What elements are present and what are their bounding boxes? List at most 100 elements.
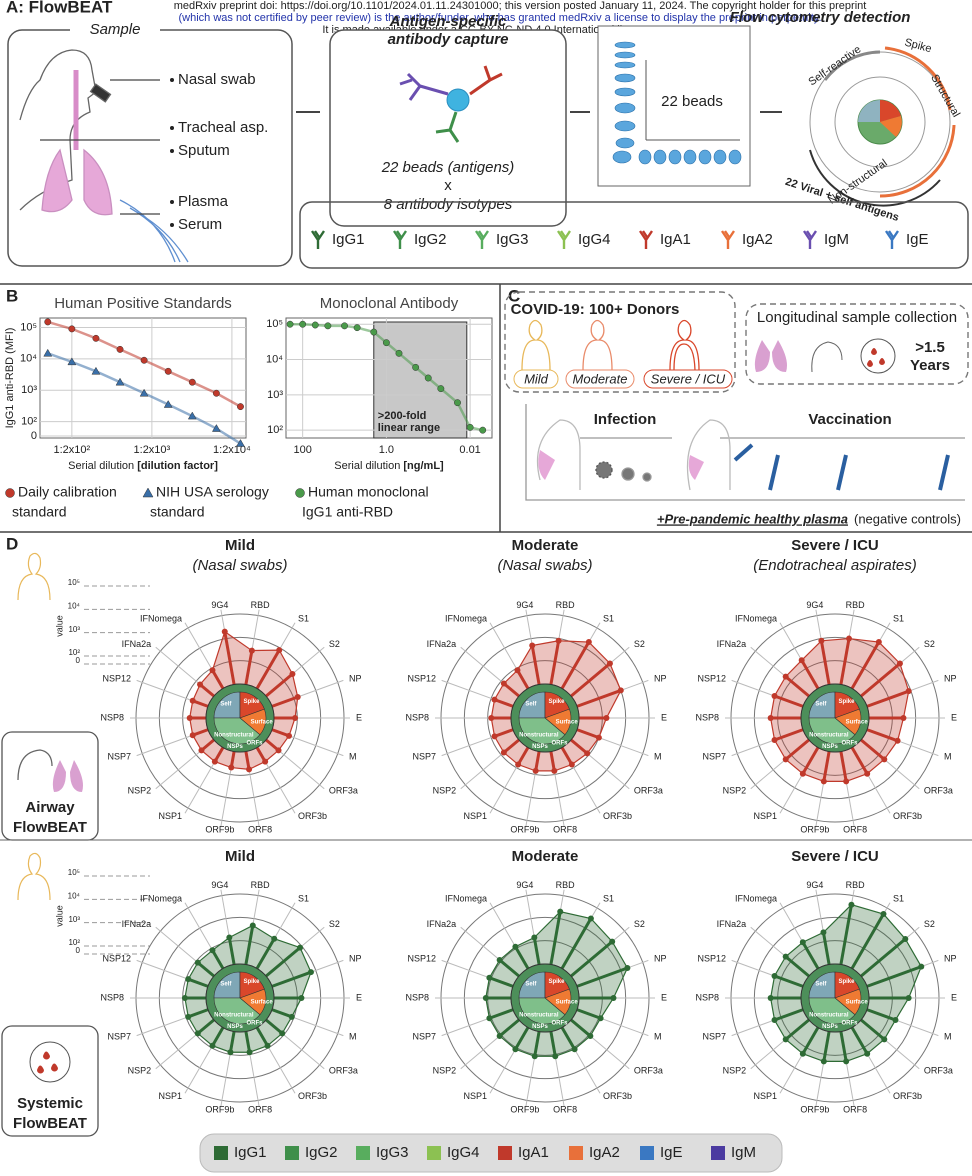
value-spoke <box>549 751 556 772</box>
pie-label: Nonstructural <box>809 732 849 738</box>
value-spoke <box>560 746 574 766</box>
data-point <box>324 322 332 330</box>
data-point <box>486 1015 493 1022</box>
x-tick-label: 1:2x10³ <box>134 444 171 456</box>
data-point <box>185 1013 192 1020</box>
antigen-label: S2 <box>329 639 340 649</box>
scale-tick-label: 10³ <box>68 915 80 924</box>
panel-label: D <box>6 534 18 553</box>
value-spoke <box>502 682 520 698</box>
data-point <box>587 915 594 922</box>
radar-title: Severe / ICU <box>791 537 879 554</box>
scale-tick-label: 10³ <box>68 625 80 634</box>
detection-title: Flow cytometry detection <box>730 9 911 26</box>
data-point <box>587 1033 594 1040</box>
pie-label: Self <box>815 981 827 987</box>
body-illustration <box>19 49 189 263</box>
severity: Moderate <box>573 371 628 386</box>
data-point <box>820 1058 827 1065</box>
antigen-label: NSP7 <box>107 1031 131 1041</box>
label-bg <box>70 20 160 40</box>
pie-label: NSPs <box>532 1024 548 1030</box>
pie-label: Nonstructural <box>214 1012 254 1018</box>
data-point <box>843 1058 850 1065</box>
antigen-label: ORF3a <box>634 786 663 796</box>
sample-item: Plasma <box>178 193 229 210</box>
antigen-label: NSP12 <box>102 953 131 963</box>
antigen-label: RBD <box>556 600 576 610</box>
pie-label: ORFs <box>551 741 568 747</box>
preprint-line: medRxiv preprint doi: https://doi.org/10… <box>174 0 867 12</box>
data-point <box>288 1013 295 1020</box>
value-spoke <box>821 932 831 965</box>
antigen-label: IFNomega <box>735 614 777 624</box>
donors-title: COVID-19: 100+ Donors <box>511 301 680 318</box>
data-point <box>782 673 789 680</box>
scale-tick-label: 10⁴ <box>68 601 81 610</box>
value-spoke <box>514 945 530 970</box>
data-point <box>767 995 774 1001</box>
value-spoke <box>244 650 254 685</box>
data-point <box>43 348 53 357</box>
systemic-box <box>1 1025 99 1137</box>
value-spoke <box>196 961 215 978</box>
pie-label: Spike <box>243 699 260 705</box>
data-point <box>275 747 282 754</box>
value-spoke <box>839 638 851 685</box>
data-point <box>163 400 173 408</box>
x-tick-label: 0.01 <box>459 444 480 456</box>
data-point <box>568 761 575 768</box>
years: Years <box>910 357 950 374</box>
sample-item: Serum <box>178 216 222 233</box>
antigen-label: NSP1 <box>753 1091 777 1101</box>
data-point <box>289 670 296 677</box>
value-spoke <box>516 669 530 690</box>
antigen-label: NSP2 <box>433 786 457 796</box>
bead-arrows <box>645 60 740 141</box>
antigen-label: NSP7 <box>412 751 436 761</box>
value-spoke <box>850 913 885 970</box>
arc-label: Spike <box>903 37 933 56</box>
value-spoke <box>244 925 255 965</box>
antigen-label: IFNomega <box>140 894 182 904</box>
antigen-label: IFNomega <box>445 614 487 624</box>
data-point <box>188 378 196 386</box>
data-point <box>286 732 293 739</box>
donor-box <box>504 291 736 393</box>
pie-label: Surface <box>251 719 274 725</box>
y-tick-label: 10⁴ <box>266 353 283 365</box>
pie-label: Surface <box>846 719 869 725</box>
data-point <box>353 324 361 332</box>
antigen-label: NSP2 <box>128 786 152 796</box>
data-point <box>892 1017 899 1024</box>
antigen-label: NSP8 <box>695 992 719 1002</box>
value-spoke <box>822 1031 831 1062</box>
value-spoke <box>850 1026 869 1055</box>
antigen-label: NSP7 <box>702 1031 726 1041</box>
value-spoke <box>570 940 614 978</box>
data-point <box>496 1033 503 1040</box>
data-point <box>189 697 196 704</box>
value-spoke <box>801 941 820 970</box>
legend-label: NIH USA serology <box>156 484 269 500</box>
antigen-label: E <box>661 712 667 722</box>
pie-label: NSPs <box>822 744 838 750</box>
legend-label: IgA2 <box>589 1144 620 1161</box>
data-point <box>209 667 216 674</box>
pie-sector <box>808 691 836 719</box>
value-spoke <box>784 675 810 698</box>
pie-sector <box>213 691 241 719</box>
value-spoke <box>271 970 312 988</box>
data-point <box>880 911 887 918</box>
antigen-label: S1 <box>893 614 904 624</box>
isotype-icon <box>803 230 817 249</box>
value-spoke <box>850 641 881 690</box>
y-tick-label: 10² <box>21 415 37 427</box>
value-spoke <box>255 649 281 690</box>
data-point <box>228 764 235 771</box>
data-point <box>286 320 294 328</box>
data-point <box>585 639 592 646</box>
pie-label: Self <box>220 701 232 707</box>
panel-borders <box>0 283 972 533</box>
detection-caption: 22 Viral + self antigens <box>784 176 901 224</box>
